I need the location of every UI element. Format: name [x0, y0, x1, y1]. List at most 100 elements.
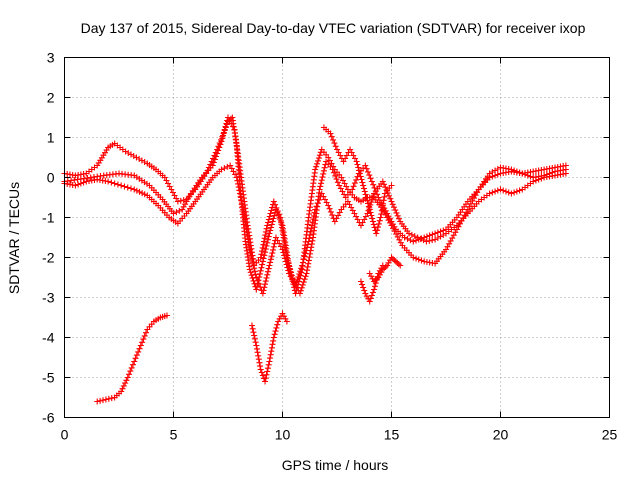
data-point: [489, 189, 496, 196]
data-point: [279, 310, 286, 317]
data-point: [378, 269, 385, 276]
data-point: [105, 178, 112, 185]
data-point: [326, 205, 333, 212]
data-point: [434, 235, 441, 241]
data-point: [300, 256, 307, 263]
data-point: [381, 193, 388, 200]
data-point: [310, 216, 317, 223]
data-point: [221, 165, 228, 172]
x-tick-label: 5: [170, 427, 178, 443]
data-point: [305, 257, 312, 264]
data-point: [211, 156, 218, 163]
data-point: [137, 342, 144, 349]
data-point: [356, 167, 363, 174]
data-point: [384, 262, 391, 269]
data-point: [359, 281, 366, 288]
data-point: [302, 273, 309, 280]
data-point: [296, 290, 303, 297]
data-point: [252, 271, 259, 278]
data-point: [105, 395, 112, 402]
data-point: [359, 179, 366, 186]
data-point: [281, 255, 288, 262]
data-point: [276, 211, 283, 218]
data-point: [299, 262, 306, 269]
data-point: [374, 227, 381, 234]
y-tick-label: -1: [42, 210, 55, 226]
data-point: [140, 336, 147, 343]
data-point: [366, 206, 373, 213]
data-point: [304, 263, 311, 270]
data-point: [519, 170, 526, 177]
data-point: [258, 264, 265, 271]
data-point: [125, 150, 132, 156]
data-point: [390, 204, 397, 211]
plot-frame: [64, 57, 610, 418]
data-point: [268, 224, 275, 231]
data-point: [391, 223, 398, 230]
data-point: [280, 249, 287, 256]
data-point: [301, 276, 308, 283]
data-point: [132, 355, 139, 362]
data-point: [325, 202, 332, 209]
data-point: [284, 264, 291, 271]
data-point: [139, 190, 146, 197]
data-point: [356, 170, 363, 177]
data-point: [502, 188, 509, 195]
data-point: [387, 215, 394, 222]
data-point: [257, 366, 264, 373]
x-tick-label: 20: [493, 427, 509, 443]
data-point: [316, 152, 323, 159]
data-point: [274, 321, 281, 328]
data-point: [133, 187, 140, 194]
data-point: [296, 271, 303, 278]
data-point: [257, 254, 264, 261]
data-point: [259, 244, 266, 251]
data-point: [407, 237, 414, 244]
data-point: [314, 200, 321, 207]
data-point: [305, 238, 312, 245]
data-point: [262, 375, 269, 382]
data-point: [100, 397, 107, 404]
data-point: [382, 263, 389, 270]
data-point: [266, 230, 273, 237]
data-point: [262, 246, 269, 253]
y-tick-label: 1: [47, 130, 55, 146]
data-point: [260, 241, 267, 248]
data-point: [282, 258, 289, 265]
data-point: [248, 252, 255, 259]
data-point: [259, 372, 266, 379]
data-point: [268, 253, 275, 260]
data-point: [127, 185, 134, 192]
data-point: [173, 209, 180, 216]
data-point: [255, 356, 262, 363]
data-point: [293, 279, 300, 286]
data-point: [239, 203, 246, 210]
data-point: [94, 398, 101, 405]
data-point: [329, 212, 336, 219]
data-point: [246, 246, 253, 253]
data-point: [410, 238, 417, 245]
data-point: [434, 229, 441, 236]
data-point: [130, 153, 137, 159]
data-point: [285, 267, 292, 274]
data-point: [270, 243, 277, 250]
data-point: [388, 182, 395, 189]
data-point: [129, 361, 136, 368]
data-point: [120, 382, 127, 389]
data-point: [276, 315, 283, 322]
data-point: [219, 135, 226, 142]
data-point: [397, 262, 404, 269]
data-point: [415, 256, 422, 263]
data-point: [266, 213, 273, 220]
data-point: [133, 352, 140, 359]
data-point: [331, 140, 338, 147]
data-point: [180, 197, 187, 204]
data-point: [258, 251, 265, 258]
data-point: [310, 212, 317, 219]
data-point: [313, 163, 320, 170]
data-point: [401, 234, 408, 241]
data-point: [80, 179, 87, 186]
data-point: [494, 187, 501, 194]
data-point: [381, 181, 388, 188]
data-point: [257, 267, 264, 274]
